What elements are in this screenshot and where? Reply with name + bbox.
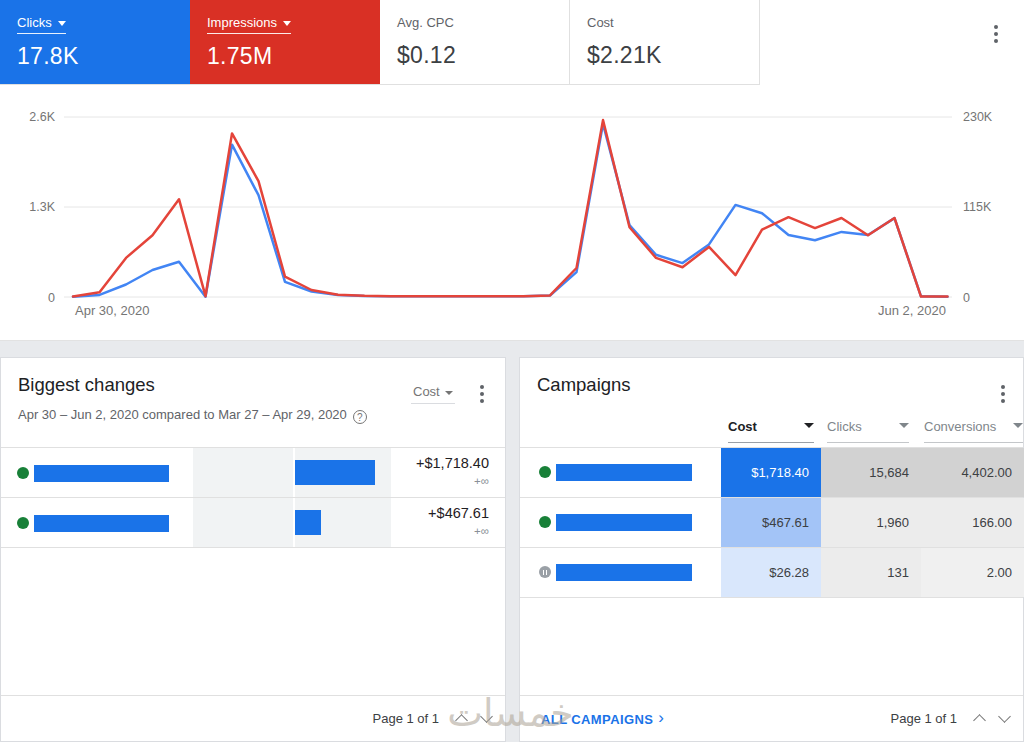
status-enabled-icon bbox=[539, 516, 551, 528]
svg-text:0: 0 bbox=[963, 291, 970, 305]
column-header-clicks[interactable]: Clicks bbox=[827, 419, 909, 443]
overview-chart-card: Clicks17.8KImpressions1.75MAvg. CPC$0.12… bbox=[0, 0, 1024, 341]
change-value: +$1,718.40 bbox=[416, 455, 489, 471]
column-header-cost[interactable]: Cost bbox=[728, 419, 814, 443]
cost-cell: $467.61 bbox=[721, 498, 821, 547]
svg-text:0: 0 bbox=[48, 291, 55, 305]
campaign-name-redacted[interactable] bbox=[556, 464, 692, 481]
chevron-down-icon bbox=[58, 21, 66, 26]
change-bar bbox=[295, 510, 321, 535]
svg-text:1.3K: 1.3K bbox=[29, 200, 55, 214]
campaigns-page-indicator: Page 1 of 1 bbox=[891, 711, 958, 726]
cost-cell: $1,718.40 bbox=[721, 448, 821, 497]
campaign-row: $26.281312.00 bbox=[520, 547, 1023, 597]
clicks-cell: 131 bbox=[821, 548, 921, 597]
scorecard-cost[interactable]: Cost$2.21K bbox=[570, 0, 760, 85]
svg-text:230K: 230K bbox=[963, 110, 993, 124]
change-percent: +∞ bbox=[428, 525, 489, 537]
campaigns-title: Campaigns bbox=[537, 374, 631, 396]
campaigns-footer: ALL CAMPAIGNS› Page 1 of 1 bbox=[520, 695, 1023, 741]
change-percent: +∞ bbox=[416, 475, 489, 487]
biggest-changes-card: Biggest changes Apr 30 – Jun 2, 2020 com… bbox=[0, 357, 506, 742]
campaigns-card: Campaigns Cost Clicks Conversions $1,718.4… bbox=[519, 357, 1024, 742]
svg-text:Jun 2, 2020: Jun 2, 2020 bbox=[878, 303, 946, 318]
status-enabled-icon bbox=[539, 466, 551, 478]
sort-arrow-icon bbox=[804, 423, 814, 428]
svg-text:Apr 30, 2020: Apr 30, 2020 bbox=[75, 303, 149, 318]
overview-more-options-icon[interactable] bbox=[994, 25, 998, 46]
column-header-conversions[interactable]: Conversions bbox=[924, 419, 1023, 443]
scorecards-row: Clicks17.8KImpressions1.75MAvg. CPC$0.12… bbox=[0, 0, 760, 85]
help-icon[interactable]: ? bbox=[353, 410, 367, 424]
status-enabled-icon bbox=[17, 517, 29, 529]
svg-text:115K: 115K bbox=[963, 200, 992, 214]
conversions-cell: 166.00 bbox=[921, 498, 1024, 547]
scorecard-avg_cpc[interactable]: Avg. CPC$0.12 bbox=[380, 0, 570, 85]
biggest-changes-row: +$467.61 +∞ bbox=[1, 497, 505, 547]
biggest-changes-page-down-icon[interactable] bbox=[480, 710, 493, 723]
campaign-name-redacted[interactable] bbox=[34, 515, 169, 532]
clicks-cell: 1,960 bbox=[821, 498, 921, 547]
chart-line-impressions bbox=[73, 120, 948, 297]
campaign-row: $1,718.4015,6844,402.00 bbox=[520, 447, 1023, 497]
campaign-name-redacted[interactable] bbox=[556, 564, 692, 581]
scorecard-impressions[interactable]: Impressions1.75M bbox=[190, 0, 380, 85]
biggest-changes-title: Biggest changes bbox=[18, 374, 155, 396]
status-enabled-icon bbox=[17, 467, 29, 479]
biggest-changes-subtitle: Apr 30 – Jun 2, 2020 compared to Mar 27 … bbox=[18, 407, 367, 424]
conversions-cell: 4,402.00 bbox=[921, 448, 1024, 497]
sort-arrow-icon bbox=[899, 423, 909, 428]
campaign-name-redacted[interactable] bbox=[556, 514, 692, 531]
cost-cell: $26.28 bbox=[721, 548, 821, 597]
biggest-changes-metric-selector[interactable]: Cost bbox=[411, 384, 455, 404]
chevron-right-icon: › bbox=[658, 708, 664, 728]
scorecard-clicks[interactable]: Clicks17.8K bbox=[0, 0, 190, 85]
all-campaigns-link[interactable]: ALL CAMPAIGNS› bbox=[541, 696, 664, 742]
change-bar bbox=[295, 460, 375, 485]
campaigns-page-down-icon[interactable] bbox=[998, 710, 1011, 723]
biggest-changes-row: +$1,718.40 +∞ bbox=[1, 447, 505, 497]
campaign-row: $467.611,960166.00 bbox=[520, 497, 1023, 547]
sort-arrow-icon bbox=[1013, 423, 1023, 428]
chevron-down-icon bbox=[283, 21, 291, 26]
timeseries-chart: 2.6K 1.3K 0 230K 115K 0 Apr 30, 2020 Jun 2, 202… bbox=[0, 85, 1024, 341]
conversions-cell: 2.00 bbox=[921, 548, 1024, 597]
biggest-changes-more-options-icon[interactable] bbox=[480, 385, 484, 406]
svg-text:2.6K: 2.6K bbox=[29, 110, 55, 124]
chart-line-clicks bbox=[73, 124, 948, 297]
biggest-changes-page-up-icon[interactable] bbox=[455, 714, 468, 727]
change-value: +$467.61 bbox=[428, 505, 489, 521]
campaigns-page-up-icon[interactable] bbox=[973, 714, 986, 727]
campaign-name-redacted[interactable] bbox=[34, 465, 169, 482]
clicks-cell: 15,684 bbox=[821, 448, 921, 497]
biggest-changes-page-indicator: Page 1 of 1 bbox=[373, 711, 440, 726]
campaigns-more-options-icon[interactable] bbox=[1001, 385, 1005, 406]
status-paused-icon bbox=[539, 566, 551, 578]
biggest-changes-footer: Page 1 of 1 bbox=[1, 695, 505, 741]
